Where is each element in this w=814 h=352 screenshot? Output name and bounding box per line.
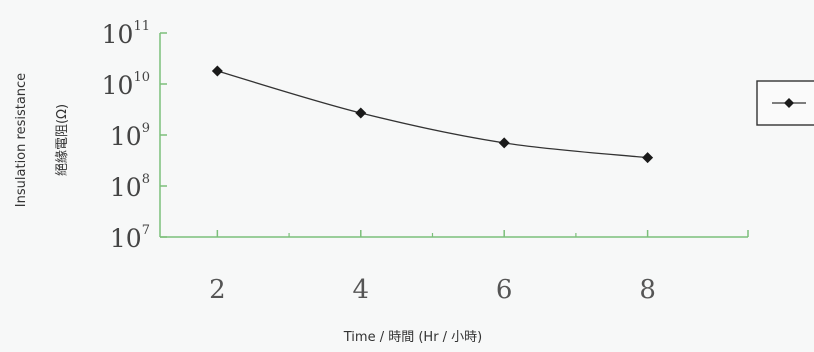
legend bbox=[756, 80, 814, 126]
y-tick-labels: 107 108 109 1010 1011 bbox=[102, 19, 150, 253]
series-line bbox=[217, 70, 648, 159]
series-layer bbox=[211, 65, 654, 164]
y-tick-label: 107 bbox=[110, 223, 150, 253]
data-point-marker bbox=[498, 137, 510, 149]
legend-marker-sample bbox=[784, 98, 794, 108]
data-point-marker bbox=[355, 107, 367, 119]
y-tick-label: 1011 bbox=[102, 19, 150, 49]
x-tick-label: 6 bbox=[496, 275, 513, 305]
axes bbox=[159, 32, 749, 238]
x-tick-labels: 2 4 6 8 bbox=[209, 275, 656, 305]
y-tick-label: 108 bbox=[110, 172, 150, 202]
y-axis-title-secondary: 絕緣電阻(Ω) bbox=[55, 104, 70, 176]
x-tick-label: 2 bbox=[209, 275, 226, 305]
data-point-marker bbox=[642, 152, 654, 164]
y-axis-title: Insulation resistance bbox=[14, 73, 29, 207]
y-tick-label: 109 bbox=[110, 121, 150, 151]
y-tick-label: 1010 bbox=[102, 70, 150, 100]
x-tick-label: 4 bbox=[353, 275, 370, 305]
x-axis-title: Time / 時間 (Hr / 小時) bbox=[343, 330, 483, 345]
data-point-marker bbox=[211, 65, 223, 77]
x-tick-label: 8 bbox=[639, 275, 656, 305]
